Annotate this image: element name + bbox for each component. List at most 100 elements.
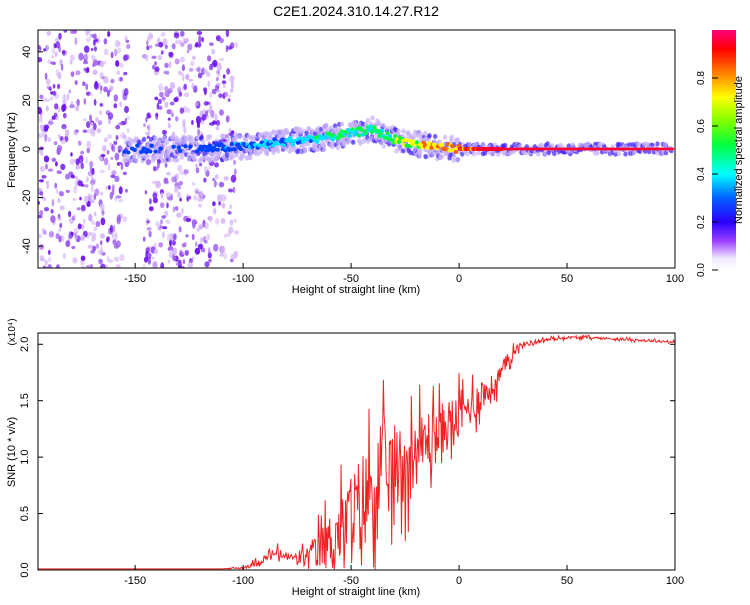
spectrogram-noise-cell — [116, 195, 122, 199]
spectrogram-noise-cell — [75, 105, 79, 112]
spectrogram-noise-cell — [164, 85, 169, 92]
spectrogram-noise-cell — [46, 85, 52, 90]
spectrogram-ytick-label: 20 — [21, 94, 33, 106]
spectrogram-noise-cell — [39, 94, 44, 99]
spectrogram-noise-cell — [122, 216, 128, 223]
snr-ytick-label: 2.0 — [19, 337, 31, 352]
spectrogram-noise-cell — [145, 116, 148, 123]
spectrogram-halo-cell — [472, 151, 477, 157]
spectrogram-halo-cell — [186, 152, 192, 158]
spectrogram-noise-cell — [81, 204, 86, 212]
spectrogram-halo-cell — [536, 151, 541, 157]
spectrogram-noise-cell — [61, 123, 67, 130]
spectrogram-noise-cell — [90, 184, 94, 193]
spectrogram-noise-cell — [62, 252, 66, 260]
spectrogram-noise-cell — [125, 188, 128, 193]
spectrogram-noise-cell — [166, 109, 172, 115]
spectrogram-noise-cell — [99, 240, 103, 246]
spectrogram-noise-cell — [93, 226, 98, 232]
spectrogram-noise-cell — [45, 180, 49, 185]
spectrogram-noise-cell — [71, 245, 76, 250]
spectrogram-noise-cell — [142, 236, 146, 242]
spectrogram-halo-cell — [306, 126, 311, 132]
spectrogram-ridge-cell — [456, 143, 461, 148]
spectrogram-halo-cell — [145, 153, 150, 159]
spectrogram-noise-cell — [54, 182, 58, 189]
spectrogram-halo-cell — [240, 153, 246, 159]
spectrogram-halo-cell — [281, 133, 286, 139]
spectrogram-noise-cell — [122, 171, 127, 176]
spectrogram-halo-cell — [225, 152, 230, 158]
spectrogram-noise-cell — [85, 31, 89, 36]
spectrogram-noise-cell — [107, 259, 114, 264]
spectrogram-noise-cell — [211, 48, 216, 55]
spectrogram-noise-cell — [125, 39, 130, 43]
spectrogram-noise-cell — [70, 152, 73, 157]
spectrogram-noise-cell — [57, 106, 61, 113]
spectrogram-noise-cell — [117, 41, 121, 47]
spectrogram-noise-cell — [212, 177, 215, 182]
spectrogram-halo-cell — [490, 151, 495, 157]
spectrogram-noise-cell — [118, 186, 123, 195]
spectrogram-noise-cell — [39, 255, 44, 261]
colorbar-tick-label: 0.6 — [696, 119, 707, 133]
colorbar-gradient — [712, 30, 736, 270]
spectrogram-noise-cell — [88, 231, 92, 236]
spectrogram-halo-cell — [127, 140, 132, 146]
snr-panel: -150 -100 -50 0 50 100 0.0 0.5 1.0 1.5 2.0 Height… — [6, 318, 684, 598]
spectrogram-noise-cell — [83, 53, 89, 60]
spectrogram-noise-cell — [168, 124, 172, 129]
spectrogram-noise-cell — [51, 115, 56, 120]
spectrogram-noise-cell — [38, 179, 45, 183]
spectrogram-noise-cell — [149, 44, 153, 49]
spectrogram-noise-cell — [107, 112, 114, 120]
spectrogram-noise-cell — [195, 42, 199, 47]
spectrogram-noise-cell — [57, 144, 63, 152]
spectrogram-halo-cell — [165, 139, 170, 145]
spectrogram-noise-cell — [173, 185, 179, 193]
colorbar-tick-label: 0.0 — [696, 263, 707, 277]
spectrogram-noise-cell — [111, 188, 115, 196]
spectrogram-noise-cell — [151, 256, 155, 260]
spectrogram-noise-cell — [90, 47, 94, 52]
spectrogram-noise-cell — [161, 215, 166, 219]
spectrogram-noise-cell — [110, 156, 114, 161]
spectrogram-noise-cell — [57, 217, 62, 221]
spectrogram-halo-cell — [152, 154, 157, 160]
spectrogram-noise-cell — [92, 69, 98, 76]
spectrogram-halo-cell — [321, 147, 327, 152]
spectrogram-halo-cell — [162, 135, 167, 141]
spectrogram-halo-cell — [237, 134, 242, 140]
spectrogram-noise-cell — [75, 158, 80, 166]
spectrogram-noise-cell — [82, 81, 86, 87]
spectrogram-halo-cell — [195, 135, 200, 140]
spectrogram-noise-cell — [216, 70, 220, 75]
spectrogram-noise-cell — [68, 210, 72, 218]
spectrogram-noise-cell — [50, 215, 56, 223]
spectrogram-noise-cell — [118, 149, 121, 153]
spectrogram-noise-cell — [86, 140, 92, 149]
spectrogram-noise-cell — [48, 256, 51, 263]
spectrogram-noise-cell — [164, 101, 169, 108]
spectrogram-noise-cell — [145, 54, 149, 62]
spectrogram-noise-cell — [157, 55, 163, 61]
spectrogram-noise-cell — [107, 163, 111, 171]
spectrogram-noise-cell — [181, 64, 185, 72]
spectrogram-noise-cell — [214, 174, 219, 180]
spectrogram-ridge-cell — [377, 134, 382, 138]
spectrogram-noise-cell — [96, 243, 99, 249]
spectrogram-noise-cell — [75, 70, 81, 76]
spectrogram-noise-cell — [146, 40, 149, 46]
spectrogram-noise-cell — [204, 222, 209, 230]
spectrogram-noise-cell — [209, 215, 212, 223]
spectrogram-noise-cell — [170, 193, 173, 201]
spectrogram-noise-cell — [171, 112, 174, 118]
spectrogram-noise-cell — [164, 71, 170, 75]
spectrogram-noise-cell — [103, 157, 109, 166]
spectrogram-noise-cell — [101, 144, 107, 152]
spectrogram-halo-cell — [381, 143, 386, 149]
spectrogram-halo-cell — [141, 136, 147, 142]
spectrogram-noise-cell — [92, 63, 95, 67]
spectrogram-noise-cell — [164, 44, 168, 50]
spectrogram-noise-cell — [85, 176, 89, 183]
